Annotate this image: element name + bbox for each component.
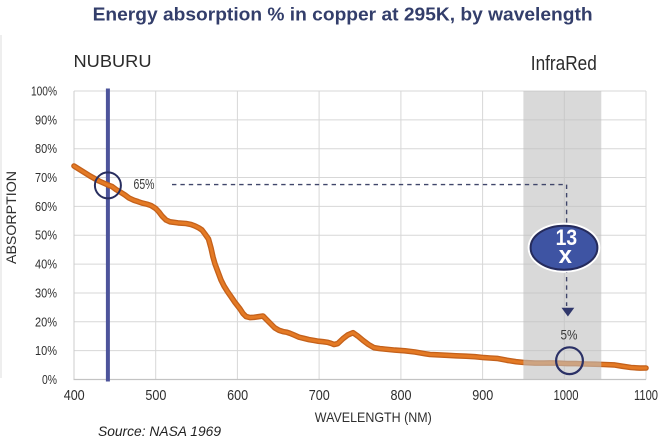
svg-text:400: 400	[64, 387, 85, 404]
svg-text:ABSORPTION: ABSORPTION	[3, 171, 19, 264]
svg-text:10%: 10%	[35, 344, 57, 358]
svg-text:Source: NASA 1969: Source: NASA 1969	[98, 423, 221, 439]
svg-text:70%: 70%	[35, 171, 57, 185]
svg-text:30%: 30%	[35, 286, 57, 300]
svg-text:20%: 20%	[35, 315, 57, 329]
svg-text:900: 900	[472, 387, 493, 404]
svg-text:13: 13	[556, 225, 578, 250]
svg-text:90%: 90%	[35, 113, 57, 127]
svg-text:40%: 40%	[35, 258, 57, 272]
svg-text:5%: 5%	[561, 328, 578, 343]
svg-text:1100: 1100	[634, 387, 658, 404]
svg-text:x: x	[559, 242, 573, 269]
svg-text:800: 800	[391, 387, 412, 404]
svg-text:0%: 0%	[42, 373, 57, 387]
svg-text:WAVELENGTH (NM): WAVELENGTH (NM)	[315, 409, 432, 425]
svg-text:65%: 65%	[134, 177, 155, 193]
svg-text:80%: 80%	[35, 142, 57, 156]
svg-text:InfraRed: InfraRed	[531, 53, 597, 75]
svg-text:NUBURU: NUBURU	[74, 51, 152, 71]
svg-text:Energy absorption % in copper: Energy absorption % in copper at 295K, b…	[93, 3, 593, 24]
svg-text:60%: 60%	[35, 200, 57, 214]
svg-text:700: 700	[309, 387, 330, 404]
svg-text:1000: 1000	[554, 387, 579, 404]
svg-text:100%: 100%	[31, 84, 57, 98]
svg-text:50%: 50%	[35, 229, 57, 243]
svg-text:600: 600	[227, 387, 248, 404]
svg-text:500: 500	[145, 387, 166, 404]
